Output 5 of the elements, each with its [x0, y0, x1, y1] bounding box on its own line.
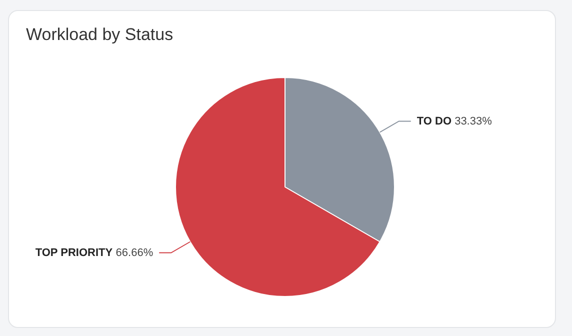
data-label: 33.33% — [454, 115, 492, 128]
slice-label: TOP PRIORITY — [35, 246, 114, 259]
data-label: 66.66% — [116, 246, 154, 259]
chart-title: Workload by Status — [26, 25, 174, 45]
slice-label: TO DO — [416, 115, 452, 128]
